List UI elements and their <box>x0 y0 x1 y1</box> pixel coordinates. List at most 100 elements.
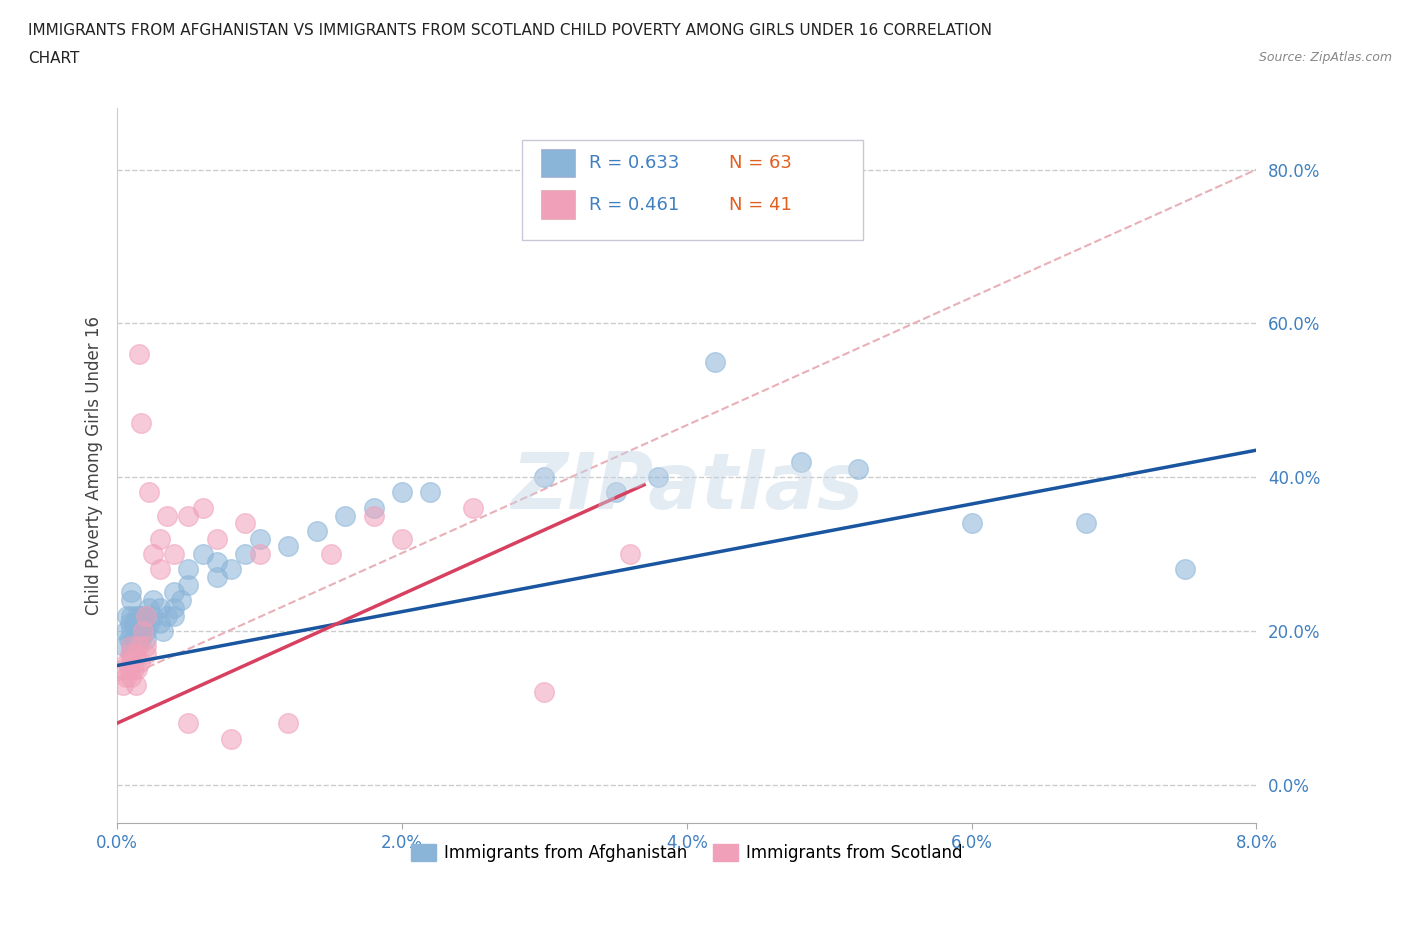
Point <box>170 592 193 607</box>
Point <box>129 623 152 638</box>
Bar <box>541 191 575 219</box>
Point <box>163 608 186 623</box>
Point <box>177 578 200 592</box>
Point <box>149 531 172 546</box>
Point <box>249 547 271 562</box>
Point <box>205 531 228 546</box>
Point <box>149 601 172 616</box>
Point <box>142 608 165 623</box>
Point <box>419 485 441 500</box>
Point <box>533 470 555 485</box>
Point <box>135 631 157 646</box>
Point <box>131 416 153 431</box>
Point <box>139 616 162 631</box>
Point <box>120 670 142 684</box>
Point <box>142 592 165 607</box>
Point <box>118 616 141 631</box>
Point <box>789 454 811 469</box>
Point <box>112 639 135 654</box>
Point <box>128 616 150 631</box>
Legend: Immigrants from Afghanistan, Immigrants from Scotland: Immigrants from Afghanistan, Immigrants … <box>405 837 969 869</box>
Point <box>363 508 385 523</box>
Point <box>117 662 139 677</box>
Point <box>125 639 148 654</box>
Bar <box>541 149 575 178</box>
Point <box>120 646 142 661</box>
Point <box>120 639 142 654</box>
Point <box>124 662 146 677</box>
Point <box>131 631 153 646</box>
Point <box>120 639 142 654</box>
Point <box>127 662 149 677</box>
Text: N = 63: N = 63 <box>728 154 792 172</box>
Point <box>135 646 157 661</box>
Point <box>960 516 983 531</box>
Point <box>163 585 186 600</box>
Point <box>1174 562 1197 577</box>
Point <box>846 462 869 477</box>
Point <box>120 592 142 607</box>
Text: R = 0.461: R = 0.461 <box>589 195 679 214</box>
Point <box>135 623 157 638</box>
Point <box>138 485 160 500</box>
Point <box>132 608 155 623</box>
Text: CHART: CHART <box>28 51 80 66</box>
Point <box>117 631 139 646</box>
Point <box>135 608 157 623</box>
Point <box>605 485 627 500</box>
Point <box>205 554 228 569</box>
Point <box>115 608 138 623</box>
Text: ZIPatlas: ZIPatlas <box>510 449 863 525</box>
Point <box>235 516 257 531</box>
Text: N = 41: N = 41 <box>728 195 792 214</box>
Point <box>249 531 271 546</box>
Point <box>319 547 342 562</box>
Point <box>391 531 413 546</box>
Point <box>112 662 135 677</box>
Point <box>704 354 727 369</box>
Point <box>149 562 172 577</box>
Point <box>219 562 242 577</box>
Point <box>128 639 150 654</box>
Point <box>120 623 142 638</box>
Point <box>131 616 153 631</box>
Text: IMMIGRANTS FROM AFGHANISTAN VS IMMIGRANTS FROM SCOTLAND CHILD POVERTY AMONG GIRL: IMMIGRANTS FROM AFGHANISTAN VS IMMIGRANT… <box>28 23 993 38</box>
Point <box>163 547 186 562</box>
Point <box>132 623 155 638</box>
Point <box>177 508 200 523</box>
Point <box>191 500 214 515</box>
Text: Source: ZipAtlas.com: Source: ZipAtlas.com <box>1258 51 1392 64</box>
Point <box>142 547 165 562</box>
Point <box>1074 516 1097 531</box>
Point <box>156 608 179 623</box>
Point <box>132 623 155 638</box>
Point <box>128 347 150 362</box>
Point <box>177 716 200 731</box>
Point <box>120 608 142 623</box>
Point <box>125 646 148 661</box>
Point <box>124 631 146 646</box>
Point <box>163 601 186 616</box>
Point <box>219 731 242 746</box>
Point <box>205 569 228 584</box>
Point <box>533 685 555 700</box>
Point <box>647 470 669 485</box>
Point <box>135 616 157 631</box>
Point <box>305 524 328 538</box>
Point <box>127 608 149 623</box>
Point <box>156 508 179 523</box>
Point <box>135 608 157 623</box>
Point <box>120 585 142 600</box>
Point <box>177 562 200 577</box>
Point <box>363 500 385 515</box>
Point <box>111 677 134 692</box>
Y-axis label: Child Poverty Among Girls Under 16: Child Poverty Among Girls Under 16 <box>86 316 103 615</box>
Point <box>125 677 148 692</box>
Point <box>135 639 157 654</box>
Point <box>277 716 299 731</box>
Point <box>120 654 142 669</box>
Point <box>129 608 152 623</box>
Point <box>125 623 148 638</box>
Point <box>114 623 136 638</box>
Point <box>619 547 641 562</box>
